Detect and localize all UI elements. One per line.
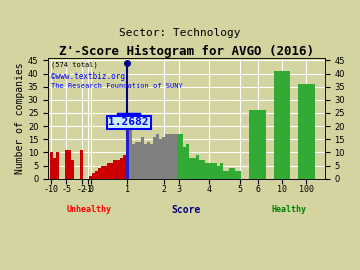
Bar xyxy=(92,173,95,179)
Bar xyxy=(104,166,107,179)
Bar xyxy=(214,163,217,179)
Bar xyxy=(298,84,315,179)
Bar xyxy=(141,137,144,179)
Bar xyxy=(147,142,150,179)
Bar xyxy=(122,155,126,179)
Bar xyxy=(193,158,195,179)
Title: Z'-Score Histogram for AVGO (2016): Z'-Score Histogram for AVGO (2016) xyxy=(59,45,314,58)
Bar xyxy=(80,150,83,179)
Bar xyxy=(126,123,129,179)
Bar xyxy=(217,166,220,179)
Bar xyxy=(211,163,214,179)
Bar xyxy=(98,168,101,179)
Bar xyxy=(202,160,204,179)
Bar xyxy=(183,147,186,179)
Bar xyxy=(159,139,162,179)
Bar xyxy=(165,134,168,179)
Bar xyxy=(129,126,132,179)
Bar xyxy=(153,137,156,179)
Bar xyxy=(156,134,159,179)
Bar xyxy=(50,152,53,179)
Bar xyxy=(180,134,183,179)
Bar xyxy=(53,158,56,179)
Bar xyxy=(68,150,71,179)
Bar xyxy=(204,163,208,179)
Bar xyxy=(199,160,202,179)
Bar xyxy=(162,137,165,179)
Bar xyxy=(117,160,120,179)
Bar xyxy=(235,171,238,179)
Bar xyxy=(101,166,104,179)
Bar xyxy=(189,158,193,179)
Bar xyxy=(95,171,98,179)
Bar xyxy=(135,142,138,179)
Text: ©www.textbiz.org: ©www.textbiz.org xyxy=(51,72,125,81)
Bar xyxy=(120,158,122,179)
Bar xyxy=(229,168,232,179)
Text: 1.2682: 1.2682 xyxy=(108,117,149,127)
Text: (574 total): (574 total) xyxy=(51,61,98,68)
Bar xyxy=(132,144,135,179)
Y-axis label: Number of companies: Number of companies xyxy=(15,62,25,174)
Bar xyxy=(111,163,113,179)
Bar xyxy=(89,176,92,179)
Bar xyxy=(220,163,223,179)
Bar xyxy=(171,134,174,179)
Bar xyxy=(274,71,291,179)
Bar xyxy=(107,163,111,179)
Bar xyxy=(186,144,189,179)
Bar xyxy=(144,144,147,179)
Bar xyxy=(232,168,235,179)
Text: Unhealthy: Unhealthy xyxy=(67,205,112,214)
Text: Healthy: Healthy xyxy=(271,205,306,214)
Text: Sector: Technology: Sector: Technology xyxy=(119,28,241,38)
Bar xyxy=(65,150,68,179)
Bar xyxy=(71,160,74,179)
Bar xyxy=(138,142,141,179)
X-axis label: Score: Score xyxy=(172,205,201,215)
Bar xyxy=(249,110,266,179)
Bar xyxy=(238,171,241,179)
Text: The Research Foundation of SUNY: The Research Foundation of SUNY xyxy=(51,83,183,89)
Bar xyxy=(174,134,177,179)
Bar xyxy=(150,144,153,179)
Bar xyxy=(113,160,117,179)
Bar xyxy=(168,134,171,179)
Bar xyxy=(177,134,180,179)
Bar xyxy=(56,152,59,179)
Bar xyxy=(223,171,226,179)
Bar xyxy=(208,163,211,179)
Bar xyxy=(195,155,199,179)
Bar xyxy=(226,171,229,179)
